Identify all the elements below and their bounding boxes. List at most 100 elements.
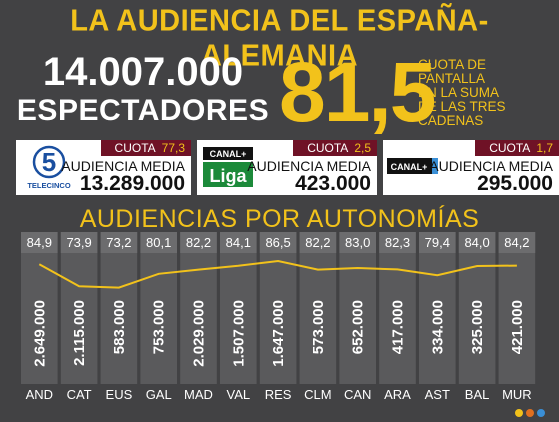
quota-badge: CUOTA 1,7 — [475, 140, 559, 156]
category-label: BAL — [465, 387, 490, 402]
category-label: ARA — [384, 387, 411, 402]
quota-label: CUOTA — [307, 141, 349, 155]
share-value-label: 80,1 — [146, 235, 171, 250]
audience-value-label: 652.000 — [350, 300, 367, 354]
quota-value: 2,5 — [354, 141, 371, 155]
share-label-bg — [140, 232, 177, 253]
share-value-label: 82,3 — [385, 235, 410, 250]
category-label: CAN — [344, 387, 371, 402]
share-label-bg — [299, 232, 337, 253]
quota-label: CUOTA — [114, 141, 156, 155]
region-column — [180, 232, 217, 384]
category-label: EUS — [106, 387, 133, 402]
region-column — [21, 232, 58, 384]
quota-badge: CUOTA 77,3 — [100, 140, 191, 156]
share-value-label: 83,0 — [345, 235, 370, 250]
audience-value-label: 334.000 — [429, 300, 446, 354]
quota-value: 1,7 — [536, 141, 553, 155]
share-label-bg — [220, 232, 257, 253]
share-note: CUOTA DE PANTALLA EN LA SUMA DE LAS TRES… — [418, 58, 558, 128]
share-value-label: 84,0 — [464, 235, 489, 250]
category-label: RES — [265, 387, 292, 402]
region-column — [220, 232, 257, 384]
decorative-dots — [512, 404, 545, 422]
quota-label: CUOTA — [489, 141, 531, 155]
audience-value-label: 2.029.000 — [191, 300, 208, 367]
category-label: MAD — [184, 387, 213, 402]
share-value-label: 84,9 — [27, 235, 52, 250]
region-column — [498, 232, 536, 384]
share-value-label: 82,2 — [305, 235, 330, 250]
audience-value-label: 421.000 — [509, 300, 526, 354]
share-label-bg — [259, 232, 297, 253]
audience-value-label: 573.000 — [310, 300, 327, 354]
share-note-line: CADENAS — [418, 113, 484, 128]
chart-title: AUDIENCIAS POR AUTONOMÍAS — [79, 205, 480, 233]
svg-text:CANAL+: CANAL+ — [391, 162, 428, 172]
share-note-line: PANTALLA — [418, 71, 486, 86]
audience-value-label: 753.000 — [151, 300, 168, 354]
audience-value: 13.289.000 — [79, 172, 185, 195]
share-note-line: EN LA SUMA — [418, 85, 500, 100]
region-column — [60, 232, 98, 384]
share-value-label: 84,1 — [226, 235, 251, 250]
share-label-bg — [21, 232, 58, 253]
viewers-number: 14.007.000 — [42, 50, 244, 94]
share-label-bg — [60, 232, 98, 253]
category-label: AST — [425, 387, 450, 402]
audience-label: AUDIENCIA MEDIA — [61, 158, 185, 174]
share-label-bg — [180, 232, 217, 253]
audience-value-label: 1.647.000 — [270, 300, 287, 367]
audience-value-label: 2.115.000 — [71, 300, 88, 366]
audience-value-label: 325.000 — [469, 300, 486, 354]
svg-text:Liga: Liga — [209, 166, 247, 186]
telecinco-logo: 5 TELECINCO — [16, 140, 86, 195]
share-value-label: 84,2 — [504, 235, 529, 250]
category-label: CLM — [304, 387, 331, 402]
share-value-label: 79,4 — [425, 235, 450, 250]
audience-value: 423.000 — [295, 172, 371, 195]
share-value-label: 73,2 — [106, 235, 131, 250]
audience-value-label: 1.507.000 — [230, 300, 247, 367]
channel-card-telecinco: 5 TELECINCO CUOTA 77,3 AUDIENCIA MEDIA 13… — [16, 140, 191, 195]
region-column — [299, 232, 337, 384]
share-value: 81,5 — [279, 45, 436, 139]
share-note-line: CUOTA DE — [418, 57, 487, 72]
category-label: VAL — [226, 387, 250, 402]
audience-label: AUDIENCIA MEDIA — [429, 158, 553, 174]
svg-text:TELECINCO: TELECINCO — [27, 181, 71, 190]
share-label-bg — [419, 232, 456, 253]
share-line — [38, 259, 517, 289]
regional-chart: 84,9 2.649.000 AND 73,9 2.115.000 CAT 73,2 583.… — [21, 232, 536, 402]
category-label: MUR — [502, 387, 532, 402]
channel-card-canal-liga: CANAL+ Liga CUOTA 2,5 AUDIENCIA MEDIA 423… — [197, 140, 377, 195]
region-column — [339, 232, 376, 384]
viewers-label: ESPECTADORES — [16, 94, 270, 127]
region-column — [259, 232, 297, 384]
dot-yellow — [515, 409, 523, 417]
quota-badge: CUOTA 2,5 — [293, 140, 377, 156]
share-label-bg — [379, 232, 416, 253]
share-value-label: 73,9 — [66, 235, 91, 250]
share-label-bg — [100, 232, 138, 253]
channel-card-canal: CANAL+ CUOTA 1,7 AUDIENCIA MEDIA 295.000 — [383, 140, 559, 195]
region-column — [458, 232, 496, 384]
audience-value-label: 417.000 — [390, 300, 407, 354]
svg-text:CANAL+: CANAL+ — [210, 149, 247, 159]
audience-value-label: 583.000 — [111, 300, 128, 354]
quota-value: 77,3 — [161, 141, 185, 155]
audience-label: AUDIENCIA MEDIA — [247, 158, 371, 174]
share-label-bg — [458, 232, 496, 253]
region-column — [379, 232, 416, 384]
region-column — [100, 232, 138, 384]
region-column — [140, 232, 177, 384]
category-label: CAT — [67, 387, 92, 402]
svg-text:5: 5 — [42, 147, 56, 177]
category-label: AND — [26, 387, 53, 402]
share-value-label: 82,2 — [186, 235, 211, 250]
canal-plus-liga-logo: CANAL+ Liga — [197, 140, 267, 195]
category-label: GAL — [146, 387, 172, 402]
share-note-line: DE LAS TRES — [418, 99, 506, 114]
main-title: LA AUDIENCIA DEL ESPAÑA-ALEMANIA — [70, 4, 489, 73]
share-label-bg — [339, 232, 376, 253]
